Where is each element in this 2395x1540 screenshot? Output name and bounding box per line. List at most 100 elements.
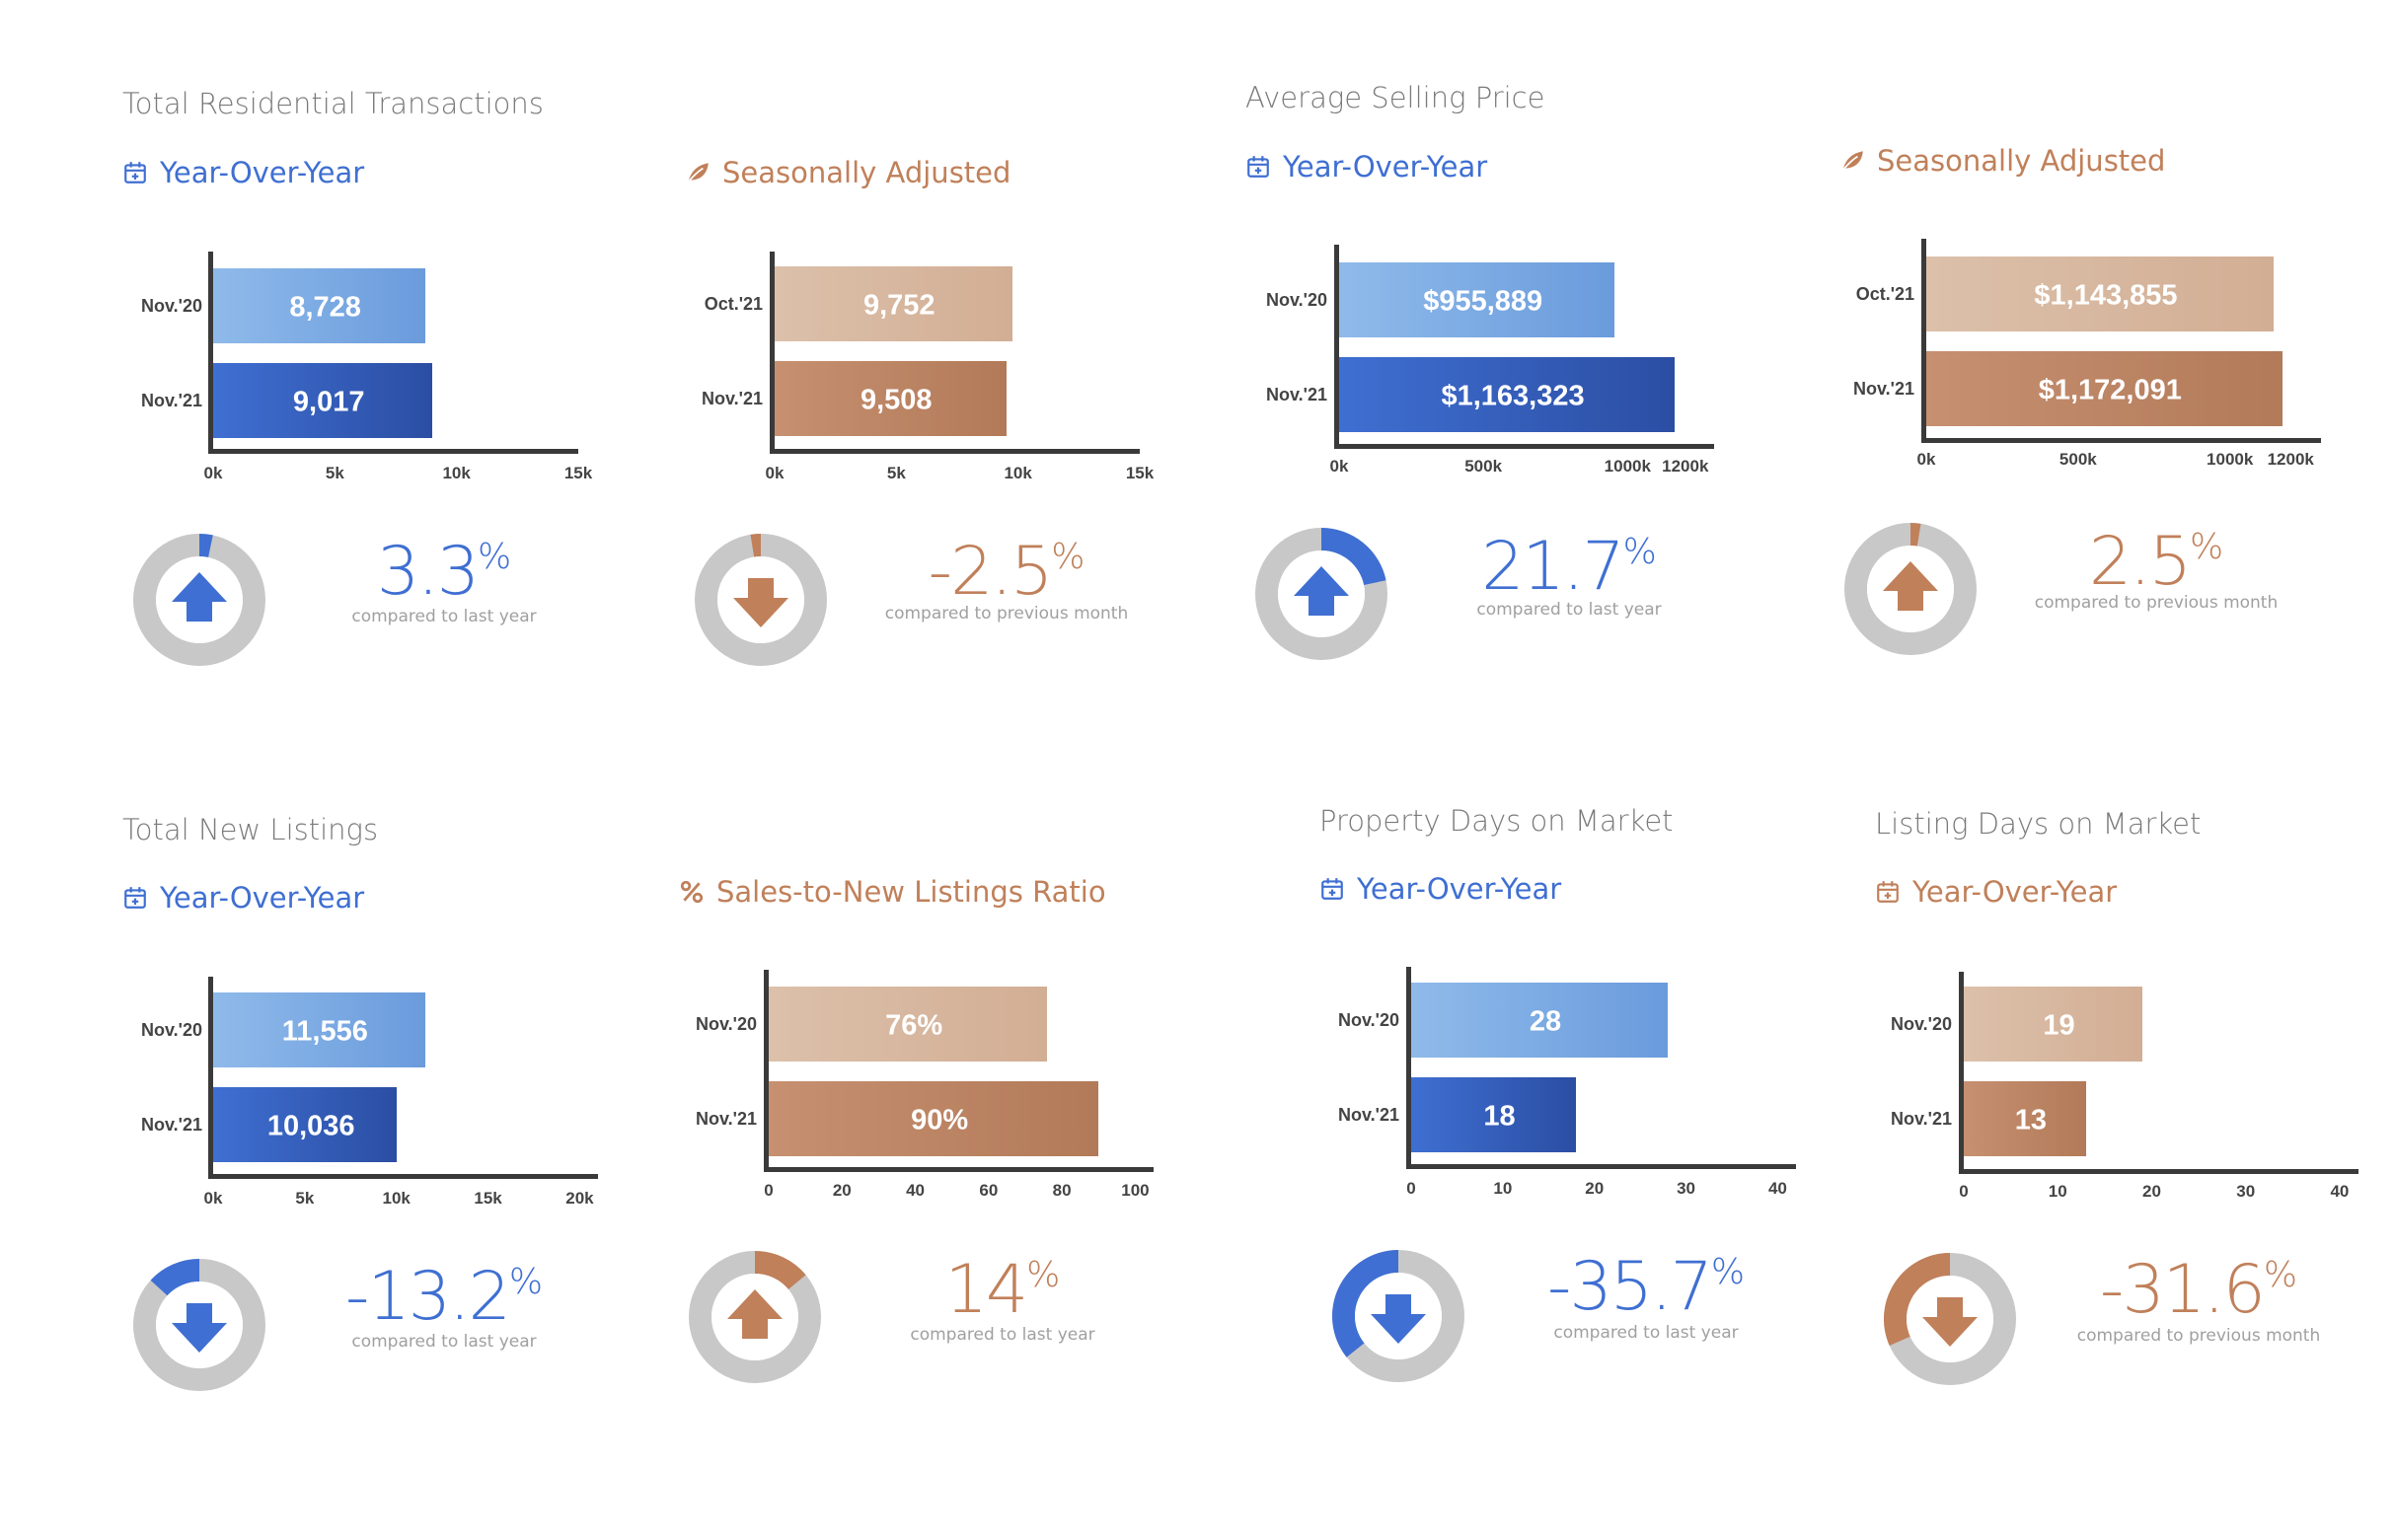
subhead-label: Seasonally Adjusted xyxy=(722,156,1011,189)
change-value: -13.2 xyxy=(344,1258,511,1336)
bar-current xyxy=(213,1087,398,1162)
x-tick-label: 15k xyxy=(1125,464,1155,482)
x-tick-label: 500k xyxy=(1464,457,1503,476)
category-label: Nov.'21 xyxy=(696,1109,757,1129)
change-donut xyxy=(695,534,827,666)
percent-sign: % xyxy=(1026,1255,1061,1295)
x-tick-label: 0 xyxy=(764,1181,774,1200)
percent-sign: % xyxy=(1622,532,1657,572)
category-label: Nov.'21 xyxy=(1338,1105,1399,1125)
change-percent: 21.7% xyxy=(1481,528,1657,606)
subhead-label: Seasonally Adjusted xyxy=(1877,144,2166,178)
arrow-up-icon xyxy=(172,572,227,622)
change-donut xyxy=(133,1259,265,1391)
category-label: Nov.'21 xyxy=(1266,385,1327,404)
change-value: -31.6 xyxy=(2099,1251,2266,1329)
y-axis-line xyxy=(764,970,769,1172)
subhead-ldom-yoy: Year-Over-Year xyxy=(1875,875,2117,909)
x-tick-label: 1200k xyxy=(1662,457,1709,476)
category-label: Nov.'21 xyxy=(141,1115,202,1135)
bar-current xyxy=(769,1081,1099,1156)
category-label: Nov.'21 xyxy=(1853,379,1914,399)
y-axis-line xyxy=(1406,967,1411,1169)
bar-value-label: 90% xyxy=(911,1104,969,1137)
change-value: -35.7 xyxy=(1546,1248,1713,1326)
category-label: Nov.'21 xyxy=(702,389,763,408)
calendar-plus-icon xyxy=(1319,876,1345,902)
donut-segment xyxy=(1332,1250,1398,1357)
compare-text: compared to last year xyxy=(1553,1323,1739,1343)
subhead-pdom-yoy: Year-Over-Year xyxy=(1319,872,1561,906)
change-percent: 2.5% xyxy=(2089,523,2223,601)
donut-segment xyxy=(150,1259,199,1296)
change-value: 3.3 xyxy=(376,533,480,611)
x-tick-label: 1000k xyxy=(1604,457,1651,476)
x-tick-label: 0 xyxy=(1406,1179,1416,1198)
category-label: Nov.'20 xyxy=(1338,1010,1399,1030)
x-tick-label: 0 xyxy=(1959,1182,1969,1201)
arrow-down-icon xyxy=(172,1303,227,1353)
x-axis-line xyxy=(1334,444,1714,449)
change-percent: -13.2% xyxy=(345,1258,543,1336)
bar-value-label: 8,728 xyxy=(289,291,361,324)
x-tick-label: 40 xyxy=(906,1181,926,1200)
bar-value-label: 13 xyxy=(2014,1104,2048,1137)
arrow-up-icon xyxy=(1883,561,1938,611)
donut-segment xyxy=(1884,1253,1950,1346)
subhead-tx-sa: Seasonally Adjusted xyxy=(685,156,1010,189)
x-axis-line xyxy=(1959,1169,2358,1174)
x-axis-line xyxy=(1921,438,2321,443)
section-title-listing-dom: Listing Days on Market xyxy=(1875,807,2202,841)
arrow-up-icon xyxy=(727,1289,783,1339)
percent-icon xyxy=(679,879,705,905)
bar-current xyxy=(1964,1081,2086,1156)
bar-value-label: 11,556 xyxy=(281,1015,368,1048)
arrow-down-icon xyxy=(1371,1294,1426,1344)
x-tick-label: 100 xyxy=(1121,1181,1150,1200)
subhead-label: Year-Over-Year xyxy=(1283,150,1488,183)
change-donut xyxy=(689,1251,821,1383)
bar-current xyxy=(775,361,1007,436)
x-axis-line xyxy=(764,1167,1154,1172)
change-donut xyxy=(1884,1253,2016,1385)
x-tick-label: 30 xyxy=(2236,1182,2256,1201)
bar-previous xyxy=(1339,262,1615,337)
x-tick-label: 15k xyxy=(474,1189,502,1208)
calendar-plus-icon xyxy=(1875,879,1901,905)
y-axis-line xyxy=(770,252,775,454)
y-axis-line xyxy=(208,252,213,454)
calendar-plus-icon xyxy=(122,160,148,185)
percent-sign: % xyxy=(1051,537,1085,577)
subhead-label: Year-Over-Year xyxy=(160,156,365,189)
bar-value-label: $1,143,855 xyxy=(2034,279,2178,312)
y-axis-line xyxy=(1959,972,1964,1174)
change-percent: 3.3% xyxy=(377,533,511,611)
bar-value-label: $1,172,091 xyxy=(2038,374,2182,406)
x-tick-label: 15k xyxy=(563,464,593,482)
x-tick-label: 10 xyxy=(1493,1179,1513,1198)
x-tick-label: 40 xyxy=(2330,1182,2350,1201)
bar-value-label: 9,752 xyxy=(862,289,936,322)
x-axis-line xyxy=(208,1174,598,1179)
x-tick-label: 30 xyxy=(1677,1179,1696,1198)
change-value: 21.7 xyxy=(1481,528,1624,606)
compare-text: compared to last year xyxy=(1476,600,1662,620)
x-axis-line xyxy=(1406,1164,1796,1169)
x-tick-label: 80 xyxy=(1052,1181,1072,1200)
arrow-up-icon xyxy=(1294,566,1349,616)
change-value: -2.5 xyxy=(928,533,1054,611)
calendar-plus-icon xyxy=(122,885,148,911)
subhead-label: Year-Over-Year xyxy=(160,881,365,915)
change-donut xyxy=(1844,523,1977,655)
bar-value-label: 28 xyxy=(1529,1005,1562,1038)
x-tick-label: 10 xyxy=(2048,1182,2067,1201)
leaf-icon xyxy=(1839,148,1865,174)
bar-previous xyxy=(1964,987,2142,1062)
compare-text: compared to last year xyxy=(351,1332,537,1352)
bar-value-label: 19 xyxy=(2043,1009,2075,1042)
section-title-property-dom: Property Days on Market xyxy=(1319,804,1674,838)
arrow-down-icon xyxy=(733,578,788,627)
subhead-label: Sales-to-New Listings Ratio xyxy=(716,875,1106,909)
x-tick-label: 40 xyxy=(1767,1179,1787,1198)
compare-text: compared to previous month xyxy=(884,604,1129,623)
